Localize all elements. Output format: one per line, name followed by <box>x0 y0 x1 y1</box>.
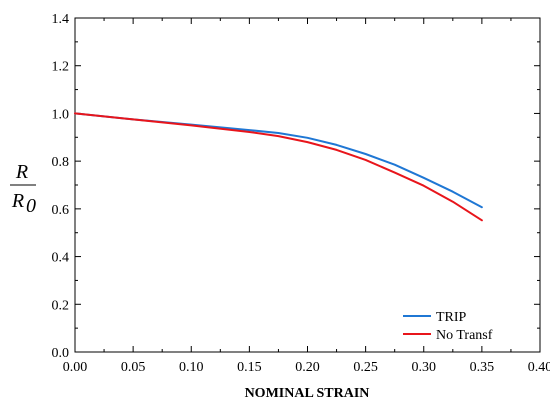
legend-label-no-transf: No Transf <box>436 328 493 343</box>
series-line-trip <box>74 112 483 209</box>
series-line-no-transf <box>74 112 483 222</box>
y-axis-denominator: R <box>11 190 24 212</box>
series-lines <box>74 112 483 222</box>
y-tick-label: 0.8 <box>52 155 70 170</box>
y-axis-numerator: R <box>15 161 28 183</box>
y-tick-label: 1.2 <box>52 60 70 75</box>
y-tick-label: 0.4 <box>52 251 70 266</box>
axis-ticks <box>74 17 541 353</box>
x-tick-label: 0.00 <box>63 360 88 375</box>
x-tick-label: 0.40 <box>528 360 550 375</box>
y-tick-label: 1.0 <box>52 107 70 122</box>
y-tick-label: 0.0 <box>52 346 70 361</box>
legend: TRIP No Transf <box>403 310 493 343</box>
y-tick-label: 0.6 <box>52 203 70 218</box>
y-axis-title: R R 0 <box>10 161 36 217</box>
x-tick-label: 0.15 <box>237 360 262 375</box>
x-tick-label: 0.25 <box>353 360 378 375</box>
tick-labels: 0.00 0.05 0.10 0.15 0.20 0.25 0.30 0.35 0.40 0.0 0… <box>52 12 550 375</box>
plot-area <box>74 17 541 353</box>
legend-label-trip: TRIP <box>436 310 467 325</box>
y-tick-label: 1.4 <box>52 12 70 27</box>
x-tick-label: 0.10 <box>179 360 204 375</box>
y-tick-label: 0.2 <box>52 298 70 313</box>
x-tick-label: 0.05 <box>121 360 146 375</box>
x-axis-title: NOMINAL STRAIN <box>245 386 370 401</box>
x-tick-label: 0.20 <box>295 360 320 375</box>
x-tick-label: 0.35 <box>470 360 495 375</box>
y-axis-denominator-subscript: 0 <box>26 195 36 217</box>
x-tick-label: 0.30 <box>412 360 437 375</box>
